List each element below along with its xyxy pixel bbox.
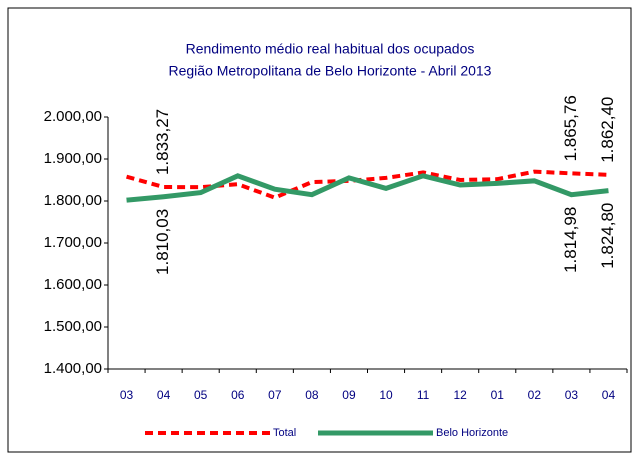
y-tick-label: 1.600,00 bbox=[44, 276, 102, 293]
value-label: 1.824,80 bbox=[598, 203, 617, 269]
legend-label: Belo Horizonte bbox=[436, 427, 508, 439]
x-tick-label: 08 bbox=[305, 388, 319, 402]
chart-title: Rendimento médio real habitual dos ocupa… bbox=[186, 41, 475, 57]
y-tick-label: 2.000,00 bbox=[44, 108, 102, 125]
x-tick-label: 05 bbox=[194, 388, 208, 402]
y-tick-label: 1.800,00 bbox=[44, 192, 102, 209]
value-label: 1.810,03 bbox=[153, 209, 172, 275]
line-series bbox=[126, 173, 609, 203]
value-label: 1.862,40 bbox=[598, 97, 617, 163]
y-tick-label: 1.900,00 bbox=[44, 150, 102, 167]
x-tick-label: 02 bbox=[528, 388, 542, 402]
value-label: 1.865,76 bbox=[561, 95, 580, 161]
x-tick-label: 01 bbox=[491, 388, 505, 402]
x-tick-label: 07 bbox=[268, 388, 282, 402]
legend-label: Total bbox=[273, 427, 296, 439]
x-tick-label: 09 bbox=[342, 388, 356, 402]
x-tick-label: 03 bbox=[565, 388, 579, 402]
y-tick-label: 1.500,00 bbox=[44, 318, 102, 335]
chart-frame bbox=[7, 7, 632, 453]
y-tick-label: 1.700,00 bbox=[44, 234, 102, 251]
x-tick-label: 12 bbox=[453, 388, 467, 402]
line-series bbox=[125, 169, 609, 200]
x-tick-label: 11 bbox=[417, 388, 430, 402]
y-tick-label: 1.400,00 bbox=[44, 360, 102, 377]
x-tick-label: 04 bbox=[602, 388, 616, 402]
chart-subtitle: Região Metropolitana de Belo Horizonte -… bbox=[169, 63, 492, 79]
x-tick-label: 03 bbox=[120, 388, 134, 402]
x-tick-label: 06 bbox=[231, 388, 245, 402]
x-tick-label: 04 bbox=[157, 388, 171, 402]
value-label: 1.814,98 bbox=[561, 207, 580, 273]
value-label: 1.833,27 bbox=[153, 109, 172, 175]
x-tick-label: 10 bbox=[379, 388, 393, 402]
